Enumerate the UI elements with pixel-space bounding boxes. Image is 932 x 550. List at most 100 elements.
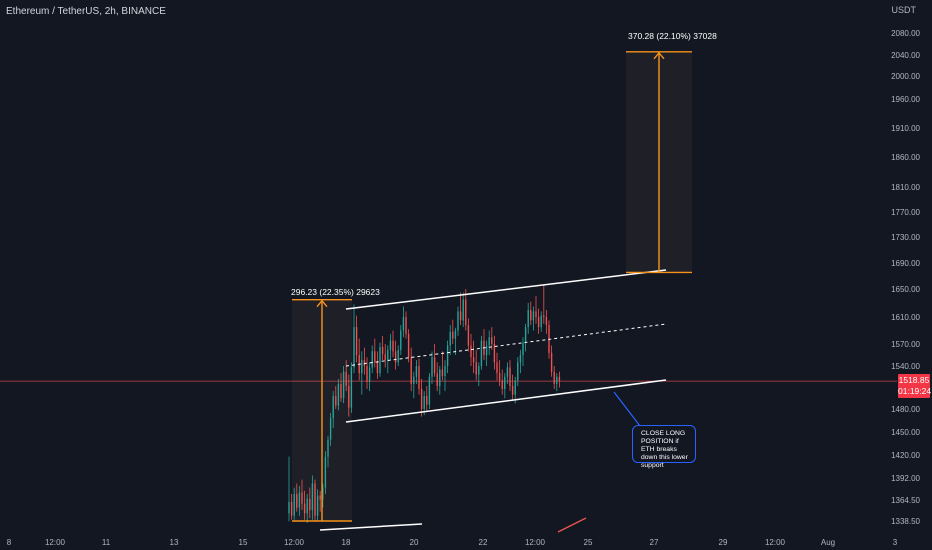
red-trend-segment (557, 517, 587, 533)
candle-body (306, 498, 308, 514)
price-tick-label: 1570.00 (891, 340, 920, 349)
candle-body (519, 355, 522, 363)
candle-body (470, 345, 472, 358)
time-tick-label: 13 (170, 538, 179, 547)
time-tick-label: 29 (719, 538, 728, 547)
candle-body (441, 369, 444, 377)
candle-body (340, 383, 342, 399)
candle-body (511, 386, 514, 395)
candle-body (314, 483, 316, 516)
candle-body (491, 337, 493, 344)
price-tick-label: 1338.50 (891, 517, 920, 526)
candle-body (436, 373, 438, 387)
candle-body (420, 388, 423, 409)
candle-body (335, 396, 337, 406)
price-tick-label: 1690.00 (891, 259, 920, 268)
channel-upper-line (345, 269, 667, 310)
bottom-trend-line (319, 523, 423, 531)
candle-body (517, 362, 519, 381)
candle-body (485, 345, 488, 355)
candle-body (439, 369, 441, 387)
time-tick-label: 18 (342, 538, 351, 547)
time-tick-label: 12:00 (284, 538, 305, 547)
time-tick-label: 15 (239, 538, 248, 547)
candle-body (415, 366, 418, 377)
candle-body (493, 344, 496, 363)
candle-body (327, 439, 329, 457)
candle-body (418, 366, 420, 389)
candle-body (446, 345, 449, 366)
callout-connector (613, 391, 641, 427)
candle-body (522, 342, 524, 355)
candle-body (426, 396, 428, 405)
current-price-badge: 1518.85 01:19:24 (898, 374, 932, 398)
candle-body (543, 315, 545, 317)
price-tick-label: 1540.00 (891, 362, 920, 371)
candle-body (376, 362, 379, 374)
candle-body (371, 351, 373, 368)
candle-body (316, 495, 319, 516)
candle-body (423, 396, 425, 409)
time-tick-label: 25 (584, 538, 593, 547)
candle-body (488, 337, 490, 346)
bar-countdown: 01:19:24 (898, 386, 932, 396)
candle-body (309, 498, 311, 511)
candle-body (322, 487, 324, 500)
candle-body (472, 357, 475, 363)
candle-body (545, 317, 548, 326)
annotation-callout[interactable]: CLOSE LONG POSITION if ETH breaks down t… (632, 425, 696, 469)
price-tick-label: 1450.00 (891, 428, 920, 437)
time-tick-label: 8 (7, 538, 12, 547)
candle-body (410, 357, 412, 384)
candle-body (374, 351, 376, 363)
candle-body (337, 383, 340, 406)
candle-body (530, 310, 532, 321)
candle-body (467, 325, 470, 346)
candle-body (329, 418, 332, 440)
candle-body (504, 376, 506, 389)
candle-body (402, 317, 405, 331)
candle-body (303, 503, 306, 514)
candle-body (537, 317, 540, 328)
candle-body (431, 357, 433, 377)
candle-body (433, 357, 436, 374)
candle-body (366, 366, 368, 382)
candle-body (556, 376, 558, 384)
candle-body (449, 331, 451, 346)
candle-body (368, 367, 371, 382)
candle-body (496, 362, 498, 374)
time-tick-label: 27 (650, 538, 659, 547)
candle-body (301, 492, 303, 504)
time-tick-label: 11 (102, 538, 111, 547)
annotation-callout-text: CLOSE LONG POSITION if ETH breaks down t… (641, 430, 688, 469)
price-tick-label: 1960.00 (891, 95, 920, 104)
measure-arrowhead-1 (316, 299, 328, 308)
candle-body (459, 311, 462, 321)
candle-body (501, 380, 503, 389)
candle-body (509, 367, 511, 387)
candle-body (293, 494, 295, 516)
current-price-value: 1518.85 (898, 375, 930, 385)
candle-body (407, 333, 410, 358)
price-tick-label: 1910.00 (891, 124, 920, 133)
candle-body (381, 346, 384, 355)
candle-body (361, 360, 363, 374)
measure-label-1: 296.23 (22.35%) 29623 (291, 287, 380, 297)
candle-body (405, 317, 407, 334)
candle-body (428, 376, 431, 405)
candle-body (480, 340, 483, 366)
price-tick-label: 1810.00 (891, 183, 920, 192)
candle-body (311, 483, 314, 511)
price-tick-label: 2080.00 (891, 29, 920, 38)
price-tick-label: 1650.00 (891, 285, 920, 294)
candle-body (355, 327, 358, 355)
candle-body (550, 352, 553, 372)
candle-body (498, 373, 501, 381)
candle-body (553, 371, 555, 384)
candle-body (332, 396, 334, 419)
candle-body (298, 492, 301, 508)
time-tick-label: 20 (410, 538, 419, 547)
price-tick-label: 2040.00 (891, 51, 920, 60)
candle-body (444, 366, 446, 377)
